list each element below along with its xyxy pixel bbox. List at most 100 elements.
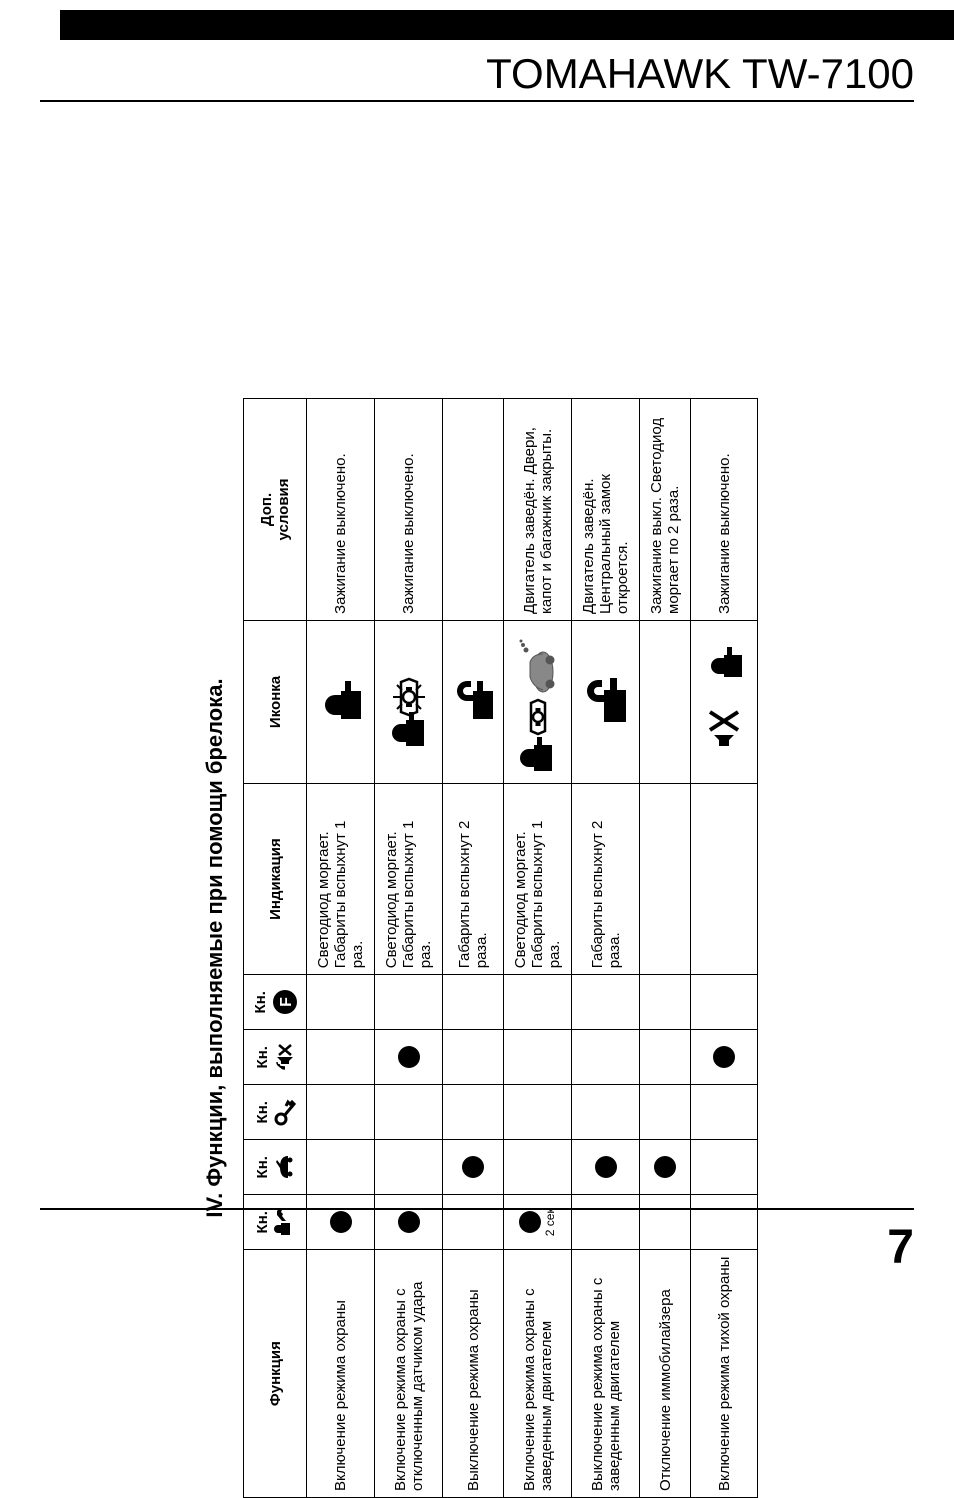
- cell-conditions: Двигатель заведён. Двери, капот и багажн…: [504, 399, 572, 621]
- col-btn-1: Кн.: [244, 1195, 307, 1250]
- cell-btn-2: [307, 1140, 375, 1195]
- cell-btn-5: [691, 975, 758, 1030]
- cell-btn-3: [640, 1085, 691, 1140]
- cell-btn-2: [691, 1140, 758, 1195]
- rotated-content: IV. Функции, выполняемые при помощи брел…: [202, 398, 758, 1498]
- header-divider: [40, 100, 914, 102]
- locked-engine-icon: [513, 627, 563, 777]
- page-number: 7: [887, 1220, 914, 1275]
- bottom-divider: [40, 1208, 914, 1210]
- col-btn-4: Кн.: [244, 1030, 307, 1085]
- press-dot: [462, 1156, 484, 1178]
- cell-btn-3: [443, 1085, 504, 1140]
- cell-conditions: Зажигание выключено.: [375, 399, 443, 621]
- cell-icon: [375, 620, 443, 783]
- functions-table: Функция Кн. Кн.: [243, 398, 758, 1498]
- cell-btn-5: [307, 975, 375, 1030]
- key-icon: [274, 1098, 296, 1126]
- cell-btn-3: [504, 1085, 572, 1140]
- cell-conditions: [443, 399, 504, 621]
- cell-btn-3: [307, 1085, 375, 1140]
- col-btn-3: Кн.: [244, 1085, 307, 1140]
- unlocked-dark-icon: [582, 674, 630, 730]
- cell-function: Выключение режима охраны: [443, 1250, 504, 1498]
- cell-indication: Габариты вспыхнут 2 раза.: [443, 783, 504, 974]
- cell-btn-1: [640, 1195, 691, 1250]
- cell-btn-3: [572, 1085, 640, 1140]
- cell-btn-5: [640, 975, 691, 1030]
- cell-function: Включение режима охраны: [307, 1250, 375, 1498]
- cell-icon: [691, 620, 758, 783]
- table-header-row: Функция Кн. Кн.: [244, 399, 307, 1498]
- locked-icon: [319, 677, 363, 727]
- trunk-icon: [274, 1152, 296, 1182]
- cell-indication: Светодиод моргает. Габариты вспыхнут 1 р…: [504, 783, 572, 974]
- cell-btn-1: [443, 1195, 504, 1250]
- cell-btn-4: [504, 1030, 572, 1085]
- unlocked-icon: [451, 677, 495, 727]
- cell-btn-2: [504, 1140, 572, 1195]
- col-btn-5: Кн. F: [244, 975, 307, 1030]
- cell-function: Выключение режима охраны с заведенным дв…: [572, 1250, 640, 1498]
- press-dot: [595, 1156, 617, 1178]
- cell-btn-2: [572, 1140, 640, 1195]
- table-row: Отключение иммобилайзера Зажигание выкл. …: [640, 399, 691, 1498]
- col-indication: Индикация: [244, 783, 307, 974]
- press-dot: [654, 1156, 676, 1178]
- press-dot: [519, 1211, 541, 1233]
- press-dot: [330, 1211, 352, 1233]
- lock-key-icon: [274, 1205, 296, 1239]
- table-row: Выключение режима охраны с заведенным дв…: [572, 399, 640, 1498]
- cell-btn-2: [375, 1140, 443, 1195]
- table-row: Включение режима охраны с заведенным дви…: [504, 399, 572, 1498]
- cell-icon: [307, 620, 375, 783]
- cell-conditions: Двигатель заведён. Центральный замок отк…: [572, 399, 640, 621]
- cell-btn-4: [443, 1030, 504, 1085]
- top-black-bar: [60, 10, 954, 40]
- cell-btn-5: [504, 975, 572, 1030]
- cell-btn-4: [640, 1030, 691, 1085]
- cell-btn-1: [691, 1195, 758, 1250]
- cell-function: Включение режима охраны с заведенным дви…: [504, 1250, 572, 1498]
- table-row: Выключение режима охраны Габариты вспыхну…: [443, 399, 504, 1498]
- col-icon: Иконка: [244, 620, 307, 783]
- cell-conditions: Зажигание выключено.: [691, 399, 758, 621]
- product-title: TOMAHAWK TW-7100: [486, 50, 914, 98]
- cell-btn-5: [375, 975, 443, 1030]
- cell-btn-1: 2 сек: [504, 1195, 572, 1250]
- cell-btn-2: [443, 1140, 504, 1195]
- cell-btn-1: [307, 1195, 375, 1250]
- press-dot: [398, 1211, 420, 1233]
- cell-function: Отключение иммобилайзера: [640, 1250, 691, 1498]
- mute-lock-icon: [699, 647, 749, 757]
- cell-btn-4: [572, 1030, 640, 1085]
- cell-btn-5: [443, 975, 504, 1030]
- section-title: IV. Функции, выполняемые при помощи брел…: [202, 398, 228, 1498]
- cell-indication: Габариты вспыхнут 2 раза.: [572, 783, 640, 974]
- cell-conditions: Зажигание выкл. Светодиод моргает по 2 р…: [640, 399, 691, 621]
- mute-icon: [274, 1043, 296, 1071]
- cell-icon: [504, 620, 572, 783]
- press-dot: [398, 1046, 420, 1068]
- cell-conditions: Зажигание выключено.: [307, 399, 375, 621]
- col-btn-2: Кн.: [244, 1140, 307, 1195]
- col-conditions: Доп. условия: [244, 399, 307, 621]
- cell-btn-3: [375, 1085, 443, 1140]
- cell-function: Включение режима охраны с отключенным да…: [375, 1250, 443, 1498]
- table-row: Включение режима тихой охраныЗажигание в…: [691, 399, 758, 1498]
- cell-btn-4: [691, 1030, 758, 1085]
- cell-btn-3: [691, 1085, 758, 1140]
- table-row: Включение режима охраны с отключенным да…: [375, 399, 443, 1498]
- cell-icon: [443, 620, 504, 783]
- press-dot: [713, 1046, 735, 1068]
- f-circle-icon: F: [272, 989, 298, 1015]
- cell-icon: [572, 620, 640, 783]
- cell-indication: Светодиод моргает. Габариты вспыхнут 1 р…: [307, 783, 375, 974]
- cell-btn-4: [307, 1030, 375, 1085]
- cell-indication: [640, 783, 691, 974]
- cell-indication: [691, 783, 758, 974]
- cell-icon: [640, 620, 691, 783]
- cell-indication: Светодиод моргает. Габариты вспыхнут 1 р…: [375, 783, 443, 974]
- locked-shock-icon: [385, 652, 433, 752]
- cell-btn-4: [375, 1030, 443, 1085]
